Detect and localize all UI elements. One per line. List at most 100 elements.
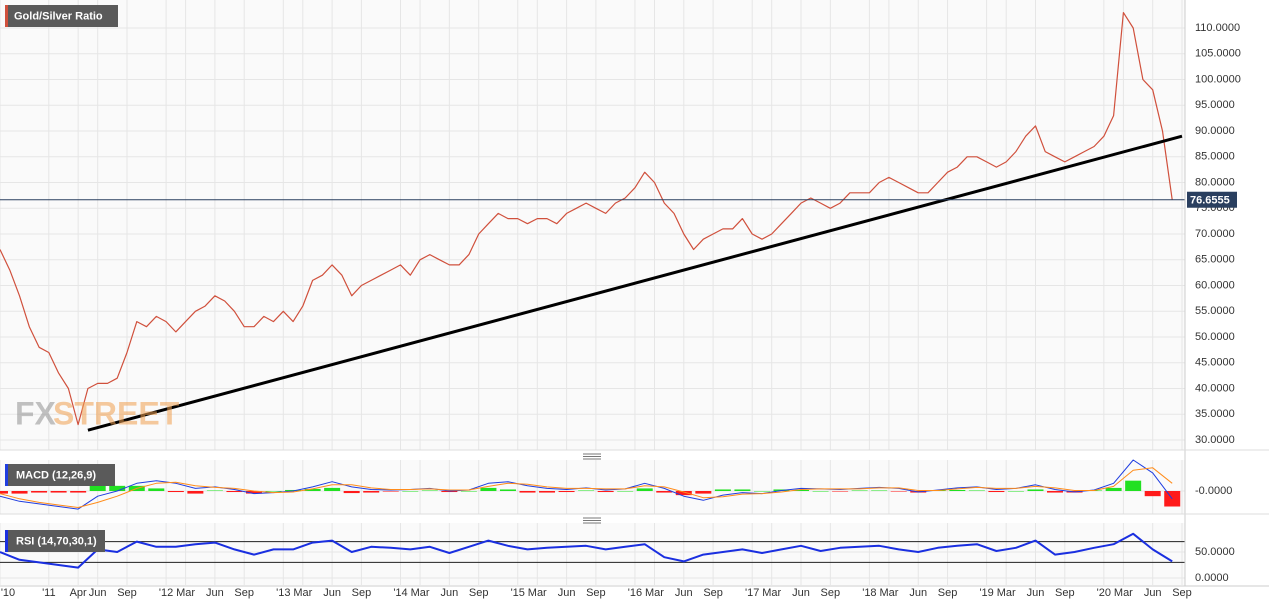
histogram-bar (109, 485, 126, 492)
histogram-bar (597, 491, 614, 493)
x-tick-label: Mar (997, 587, 1016, 599)
last-value-label: 76.6555 (1190, 195, 1230, 207)
marks (0, 12, 1185, 569)
histogram-bar (31, 491, 48, 493)
watermark-fx: FX (15, 395, 57, 431)
histogram-bar (343, 491, 360, 494)
histogram-bar (695, 491, 712, 494)
x-tick-label: Apr (70, 587, 87, 599)
histogram-bar (402, 491, 419, 492)
title-stripe (5, 5, 8, 27)
histogram-bar (11, 491, 28, 494)
x-tick-label: '10 (1, 587, 15, 599)
resize-grip[interactable] (583, 453, 601, 460)
histogram-bar (519, 491, 536, 493)
x-tick-label: '14 (393, 587, 407, 599)
histogram-bar (89, 484, 106, 492)
histogram-bar (793, 489, 810, 492)
histogram-bar (1047, 491, 1064, 493)
histogram-bar (70, 491, 87, 493)
histogram-bar (226, 491, 243, 493)
x-tick-label: Mar (879, 587, 898, 599)
y-tick-label: 45.0000 (1195, 357, 1235, 369)
histogram-bar (1007, 491, 1024, 492)
title-box (5, 5, 118, 27)
histogram-bar (675, 491, 692, 496)
histogram-bar (167, 491, 184, 493)
grid (0, 0, 1185, 585)
chart-title: Gold/Silver Ratio (14, 10, 103, 22)
histogram-bar (812, 491, 829, 492)
x-tick-label: Mar (411, 587, 430, 599)
y-tick-label: 95.0000 (1195, 99, 1235, 111)
histogram-bar (265, 491, 282, 492)
x-tick-label: Jun (792, 587, 810, 599)
x-tick-label: Jun (675, 587, 693, 599)
histogram-bar (1125, 480, 1142, 492)
histogram-bar (539, 491, 556, 493)
rsi-title: RSI (14,70,30,1) (16, 535, 97, 547)
x-tick-label: Mar (176, 587, 195, 599)
histogram-bar (187, 491, 204, 494)
histogram-bar (441, 491, 458, 493)
x-tick-label: Sep (938, 587, 958, 599)
y-tick-label: 80.0000 (1195, 176, 1235, 188)
histogram-bar (460, 491, 477, 492)
ratio-line (0, 12, 1173, 426)
y-tick-label: 110.0000 (1195, 22, 1240, 34)
histogram-bar (714, 489, 731, 492)
histogram-bar (636, 488, 653, 492)
x-tick-label: Mar (645, 587, 664, 599)
x-tick-label: Sep (1055, 587, 1075, 599)
x-tick-label: Mar (1114, 587, 1133, 599)
histogram-bar (617, 491, 634, 492)
histogram-bar (0, 491, 8, 494)
histogram-bar (832, 491, 849, 492)
histogram-bar (890, 491, 907, 492)
histogram-bar (968, 490, 985, 492)
x-tick-label: Sep (352, 587, 372, 599)
histogram-bar (382, 491, 399, 492)
title-box (5, 464, 115, 486)
histogram-bar (1027, 489, 1044, 492)
histogram-bar (949, 489, 966, 492)
y-tick-label: 105.0000 (1195, 48, 1241, 60)
x-tick-label: Sep (117, 587, 137, 599)
x-tick-label: Sep (234, 587, 254, 599)
x-tick-label: Sep (703, 587, 723, 599)
macd-title: MACD (12,26,9) (16, 469, 96, 481)
y-tick-label: 65.0000 (1195, 254, 1235, 266)
histogram-bar (1105, 487, 1122, 492)
x-tick-label: '16 (628, 587, 642, 599)
x-tick-label: Mar (293, 587, 312, 599)
watermark-street: STREET (53, 395, 180, 431)
y-tick-label: 55.0000 (1195, 305, 1235, 317)
title-stripe (5, 530, 8, 552)
histogram-bar (245, 491, 262, 494)
title-box (5, 530, 105, 552)
x-tick-label: Sep (586, 587, 606, 599)
histogram-bar (578, 490, 595, 492)
histogram-bar (499, 489, 516, 492)
histogram-bar (363, 491, 380, 493)
y-tick-label: 100.0000 (1195, 73, 1241, 85)
y-tick-label: 90.0000 (1195, 125, 1235, 137)
rsi-line (0, 532, 1173, 569)
resize-grip[interactable] (583, 517, 601, 524)
histogram-bar (988, 491, 1005, 493)
x-tick-label: Sep (1172, 587, 1192, 599)
x-tick-label: '13 (276, 587, 290, 599)
x-tick-label: Jun (440, 587, 458, 599)
y-tick-label: 85.0000 (1195, 151, 1235, 163)
x-tick-label: '12 (159, 587, 173, 599)
x-tick-label: '20 (1097, 587, 1111, 599)
histogram-bar (851, 490, 868, 492)
y-tick-label: 35.0000 (1195, 408, 1235, 420)
x-tick-label: '18 (862, 587, 876, 599)
x-tick-label: Jun (1144, 587, 1162, 599)
y-tick-label: 70.0000 (1195, 228, 1235, 240)
x-tick-label: Mar (528, 587, 547, 599)
y-tick-label: 0.0000 (1195, 572, 1229, 584)
y-tick-label: 30.0000 (1195, 434, 1235, 446)
y-tick-label: 50.0000 (1195, 546, 1235, 558)
